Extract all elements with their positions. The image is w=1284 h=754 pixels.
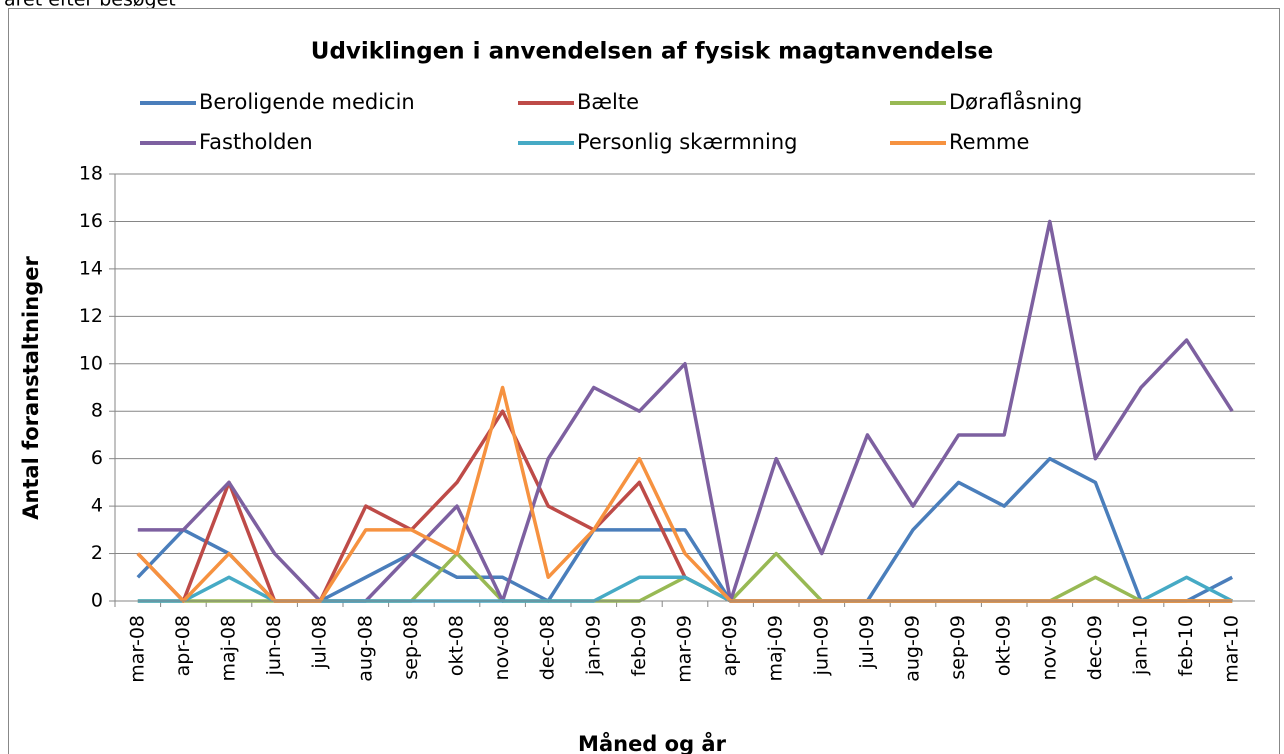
x-tick-label: apr-09 <box>719 615 741 676</box>
y-tick-label: 0 <box>91 590 103 612</box>
x-tick-label: dec-09 <box>1084 615 1106 680</box>
x-tick-label: jan-09 <box>582 615 604 676</box>
y-tick-label: 18 <box>79 163 103 185</box>
x-tick-label: okt-08 <box>446 615 468 676</box>
x-tick-label: maj-09 <box>765 615 787 681</box>
x-tick-label: jul-08 <box>309 615 331 670</box>
y-axis-label: Antal foranstaltninger <box>19 256 43 520</box>
y-tick-label: 8 <box>91 400 103 422</box>
x-tick-label: sep-08 <box>400 615 422 680</box>
x-tick-label: mar-10 <box>1221 615 1243 683</box>
legend-label: Bælte <box>577 90 639 114</box>
x-tick-label: feb-10 <box>1175 615 1197 676</box>
chart-border <box>8 8 1280 754</box>
x-tick-label: dec-08 <box>537 615 559 680</box>
x-tick-label: sep-09 <box>947 615 969 680</box>
y-tick-label: 14 <box>79 257 103 279</box>
legend-label: Beroligende medicin <box>199 90 415 114</box>
x-tick-label: jun-09 <box>810 615 832 676</box>
x-tick-label: mar-08 <box>126 615 148 683</box>
x-tick-label: jul-09 <box>856 615 878 670</box>
caption: året efter besøget <box>4 0 176 11</box>
x-tick-label: nov-09 <box>1038 615 1060 680</box>
x-tick-label: aug-09 <box>902 615 924 682</box>
y-tick-label: 2 <box>91 542 103 564</box>
x-tick-label: apr-08 <box>172 615 194 676</box>
x-tick-label: maj-08 <box>218 615 240 681</box>
x-tick-label: feb-09 <box>628 615 650 676</box>
chart-title: Udviklingen i anvendelsen af fysisk magt… <box>311 39 993 65</box>
y-tick-label: 6 <box>91 447 103 469</box>
legend-label: Remme <box>949 130 1029 154</box>
y-tick-label: 16 <box>79 210 103 232</box>
legend-label: Fastholden <box>199 130 313 154</box>
x-tick-label: aug-08 <box>354 615 376 682</box>
y-tick-label: 12 <box>79 305 103 327</box>
x-tick-label: nov-08 <box>491 615 513 680</box>
x-tick-label: jun-08 <box>263 615 285 676</box>
x-tick-label: jan-10 <box>1130 615 1152 676</box>
x-axis-label: Måned og år <box>578 731 727 754</box>
x-tick-label: mar-09 <box>674 615 696 683</box>
y-tick-label: 4 <box>91 495 103 517</box>
legend-label: Personlig skærmning <box>577 130 797 154</box>
y-tick-label: 10 <box>79 352 103 374</box>
x-tick-label: okt-09 <box>993 615 1015 676</box>
legend-label: Døraflåsning <box>949 89 1082 114</box>
